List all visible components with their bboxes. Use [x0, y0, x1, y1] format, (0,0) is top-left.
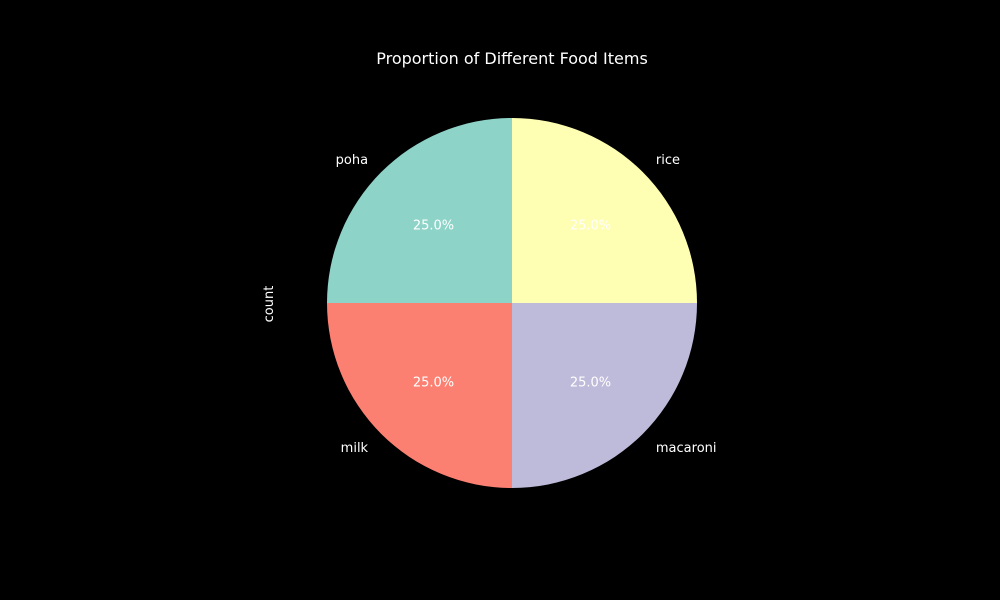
slice-label-rice: rice — [656, 153, 680, 168]
pie-slice-macaroni — [512, 303, 697, 488]
pie-slice-poha — [327, 118, 512, 303]
slice-percent-rice: 25.0% — [570, 219, 611, 234]
slice-label-macaroni: macaroni — [656, 441, 717, 456]
y-axis-label: count — [262, 286, 277, 323]
chart-title: Proportion of Different Food Items — [376, 49, 648, 68]
slice-label-poha: poha — [336, 153, 368, 168]
pie-slice-milk — [327, 303, 512, 488]
slice-percent-poha: 25.0% — [413, 219, 454, 234]
slice-label-milk: milk — [341, 441, 369, 456]
pie-slice-rice — [512, 118, 697, 303]
pie-slices — [327, 118, 697, 488]
pie-labels: poha 25.0% milk 25.0% macaroni 25.0% rice 25.0% — [336, 153, 717, 456]
slice-percent-macaroni: 25.0% — [570, 375, 611, 390]
slice-percent-milk: 25.0% — [413, 375, 454, 390]
